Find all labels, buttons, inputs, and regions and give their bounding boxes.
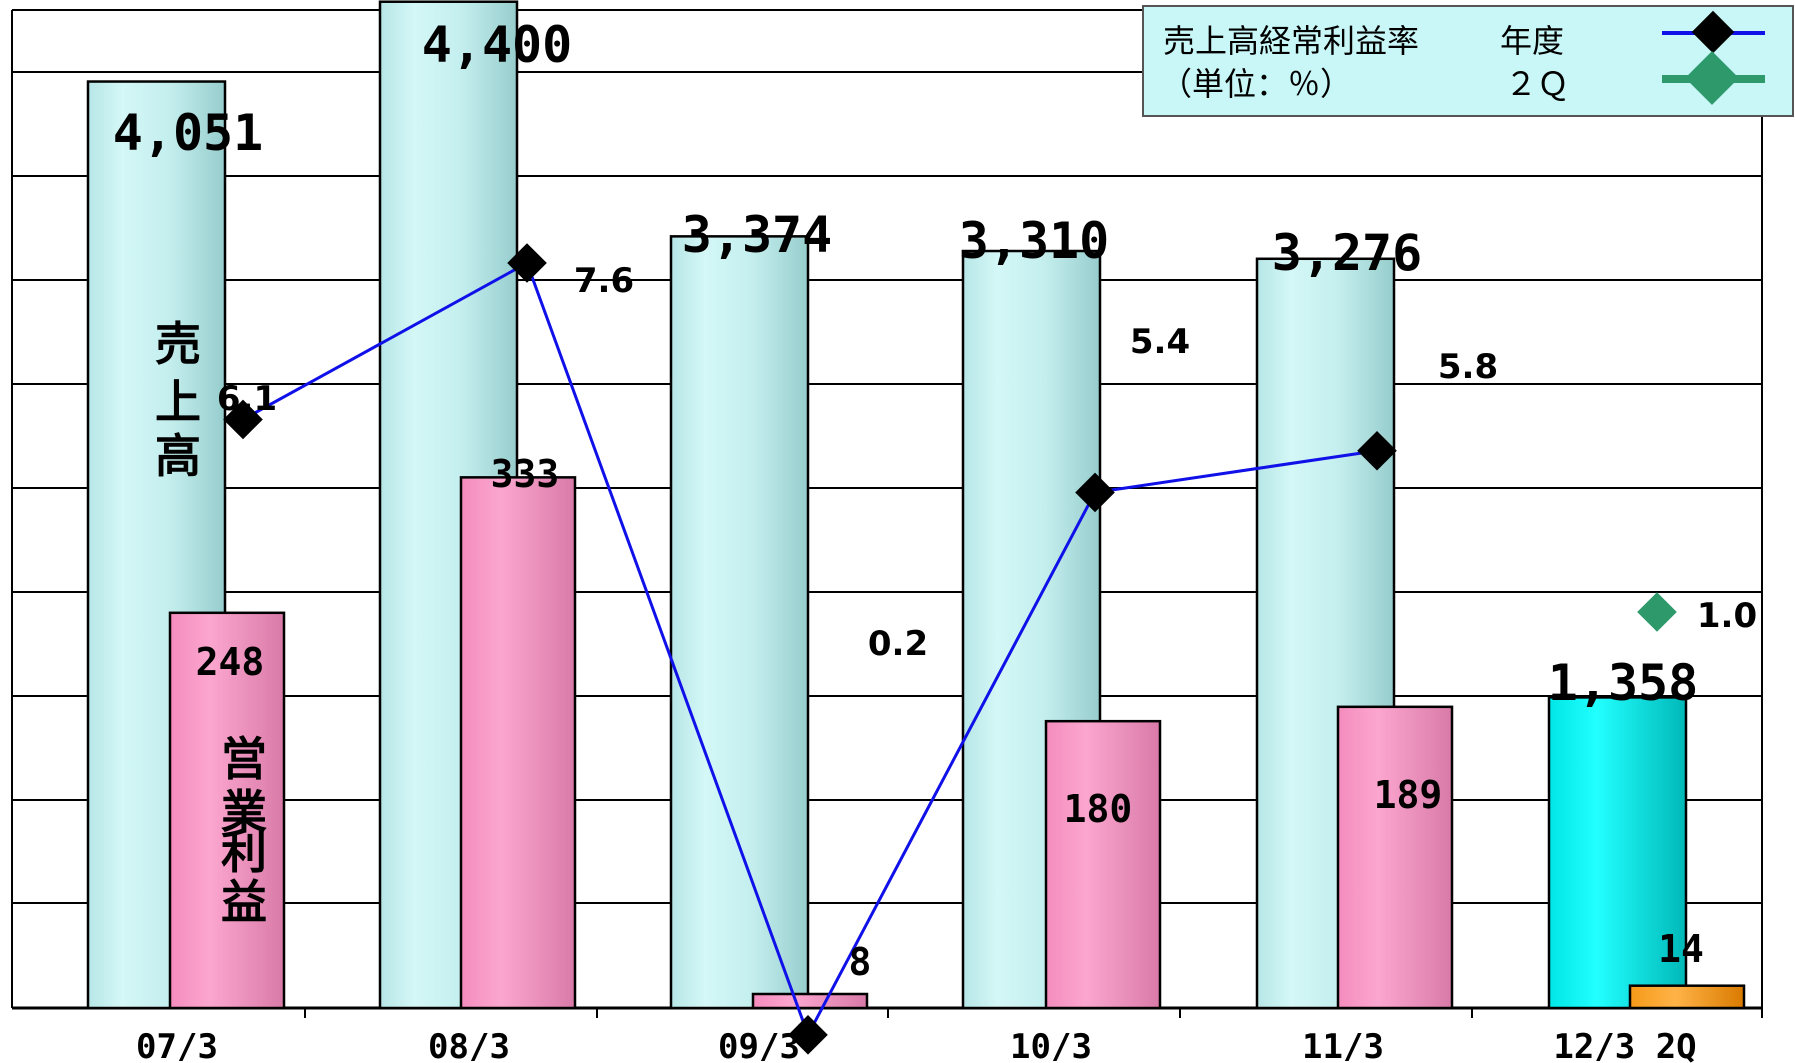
margin-value-label: 0.2 bbox=[868, 624, 928, 664]
profit-bar bbox=[1044, 719, 1162, 1010]
value-labels: 4,051 4,400 3,374 3,310 3,276 1,358 248 333 8 180… bbox=[113, 16, 1757, 984]
sales-value-label: 1,358 bbox=[1548, 654, 1699, 712]
profit-bar bbox=[459, 476, 577, 1010]
profit-value-label: 189 bbox=[1374, 773, 1443, 817]
legend-annual-label: 年度 bbox=[1500, 22, 1564, 60]
profit-vlabel-char: 営 bbox=[221, 732, 267, 786]
legend-annual-marker bbox=[1691, 10, 1735, 54]
legend: 売上高経常利益率 （単位：％） 年度 ２Ｑ bbox=[1142, 5, 1794, 117]
legend-unit: （単位：％） bbox=[1160, 65, 1352, 103]
margin-marker bbox=[507, 243, 547, 283]
margin-q2-marker bbox=[1637, 592, 1677, 632]
x-tick-label: 08/3 bbox=[428, 1027, 510, 1063]
profit-vlabel-char: 益 bbox=[221, 875, 267, 929]
margin-value-label: 7.6 bbox=[574, 261, 634, 301]
legend-box bbox=[1142, 5, 1794, 117]
x-tick-labels: 07/3 08/3 09/3 10/3 11/3 12/3 2Q bbox=[136, 1027, 1697, 1063]
profit-value-label: 14 bbox=[1658, 927, 1704, 971]
x-tick-label: 10/3 bbox=[1010, 1027, 1092, 1063]
margin-value-label: 5.4 bbox=[1130, 322, 1190, 362]
sales-value-label: 3,310 bbox=[959, 212, 1110, 270]
margin-marker bbox=[223, 399, 263, 440]
sales-value-label: 4,051 bbox=[113, 104, 264, 162]
profit-vlabel-char: 利 bbox=[221, 825, 267, 879]
profit-vlabel-char: 業 bbox=[221, 785, 267, 839]
x-tick-label: 11/3 bbox=[1302, 1027, 1384, 1063]
sales-value-label: 3,374 bbox=[682, 206, 833, 264]
profit-bar bbox=[751, 992, 869, 1010]
sales-vlabel-char: 高 bbox=[155, 429, 201, 483]
margin-value-label: 6.1 bbox=[217, 379, 277, 419]
margin-value-label: 5.8 bbox=[1438, 347, 1498, 387]
x-tick-label: 12/3 2Q bbox=[1553, 1027, 1696, 1063]
x-tick-label: 09/3 bbox=[718, 1027, 800, 1063]
gridlines bbox=[12, 71, 1762, 904]
legend-q2-label: ２Ｑ bbox=[1505, 65, 1569, 103]
profit-value-label: 180 bbox=[1064, 787, 1133, 831]
profit-value-label: 8 bbox=[849, 940, 872, 984]
margin-q2-label: 1.0 bbox=[1697, 596, 1757, 636]
profit-bar bbox=[1336, 705, 1454, 1010]
profit-vertical-label: 営 業 利 益 bbox=[221, 732, 267, 929]
profit-bar bbox=[1628, 984, 1746, 1010]
sales-value-label: 4,400 bbox=[422, 16, 573, 74]
profit-value-label: 333 bbox=[491, 452, 560, 496]
sales-bar bbox=[669, 235, 810, 1010]
sales-vlabel-char: 上 bbox=[155, 375, 201, 429]
profit-bars bbox=[168, 476, 1746, 1010]
sales-value-label: 3,276 bbox=[1272, 224, 1423, 282]
sales-vlabel-char: 売 bbox=[155, 317, 201, 371]
margin-marker bbox=[788, 1015, 828, 1055]
sales-vertical-label: 売 上 高 bbox=[155, 317, 201, 483]
plot-frame bbox=[11, 9, 1763, 1018]
x-tick-label: 07/3 bbox=[136, 1027, 218, 1063]
profit-value-label: 248 bbox=[196, 640, 265, 684]
legend-title: 売上高経常利益率 bbox=[1163, 22, 1419, 60]
sales-bar bbox=[1547, 696, 1688, 1010]
profit-bar bbox=[168, 611, 286, 1010]
